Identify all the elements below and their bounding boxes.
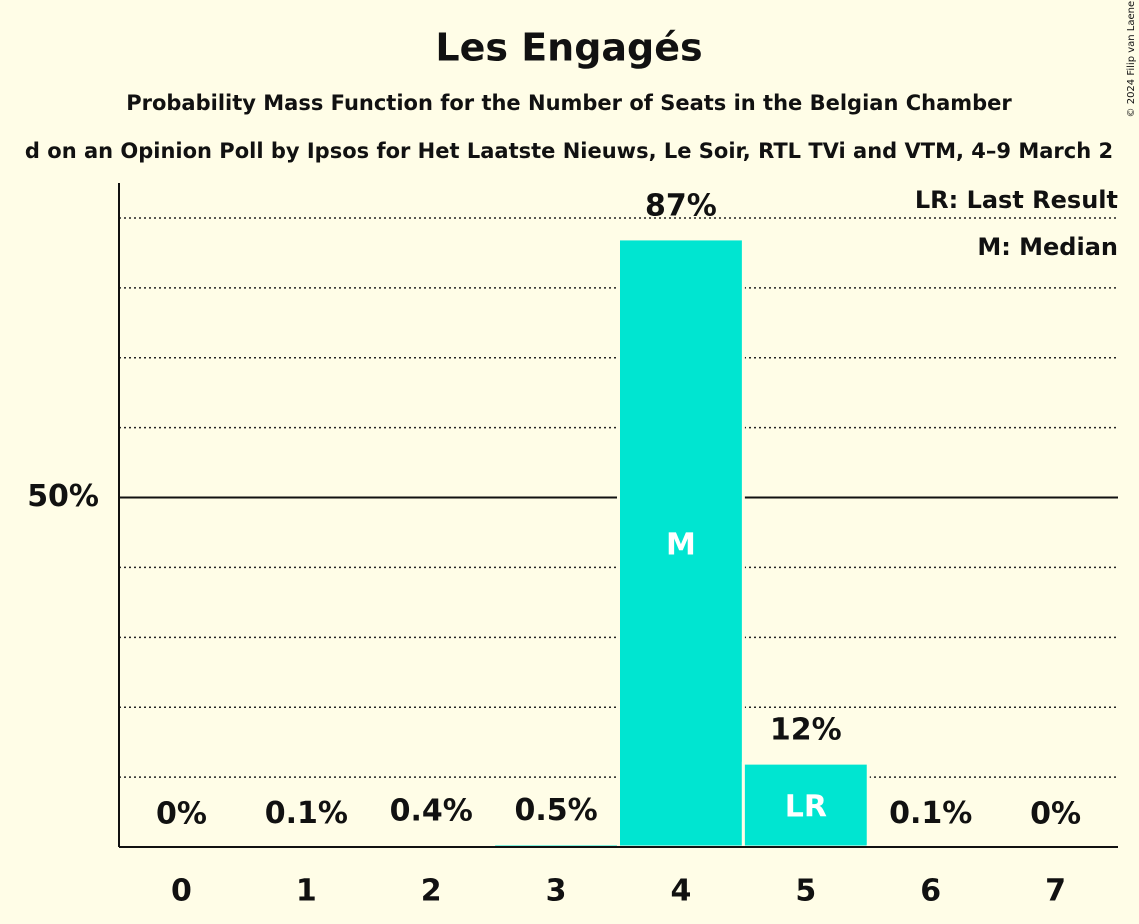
value-label: 0%: [1030, 797, 1081, 832]
value-label: 0%: [156, 797, 207, 832]
chart-subtitle: Probability Mass Function for the Number…: [126, 91, 1012, 115]
value-label: 0.4%: [390, 794, 473, 829]
value-label: 87%: [645, 188, 717, 223]
x-tick-label: 2: [421, 874, 442, 909]
x-tick-label: 4: [671, 874, 692, 909]
value-label: 12%: [770, 713, 842, 748]
bar-marker: M: [666, 527, 696, 562]
x-tick-label: 6: [920, 874, 941, 909]
legend-entry: LR: Last Result: [915, 186, 1118, 214]
x-tick-label: 5: [795, 874, 816, 909]
x-tick-label: 1: [296, 874, 317, 909]
value-label: 0.1%: [265, 796, 348, 831]
chart-subtitle: d on an Opinion Poll by Ipsos for Het La…: [25, 139, 1113, 163]
legend-entry: M: Median: [977, 233, 1118, 261]
bar-marker: LR: [785, 790, 827, 825]
value-label: 0.5%: [514, 793, 597, 828]
value-label: 0.1%: [889, 796, 972, 831]
y-tick-label: 50%: [27, 479, 99, 514]
x-tick-label: 7: [1045, 874, 1066, 909]
chart-title: Les Engagés: [435, 26, 702, 70]
bar: [617, 237, 745, 849]
copyright: © 2024 Filip van Laenen: [1126, 0, 1137, 117]
x-tick-label: 0: [171, 874, 192, 909]
x-tick-label: 3: [546, 874, 567, 909]
